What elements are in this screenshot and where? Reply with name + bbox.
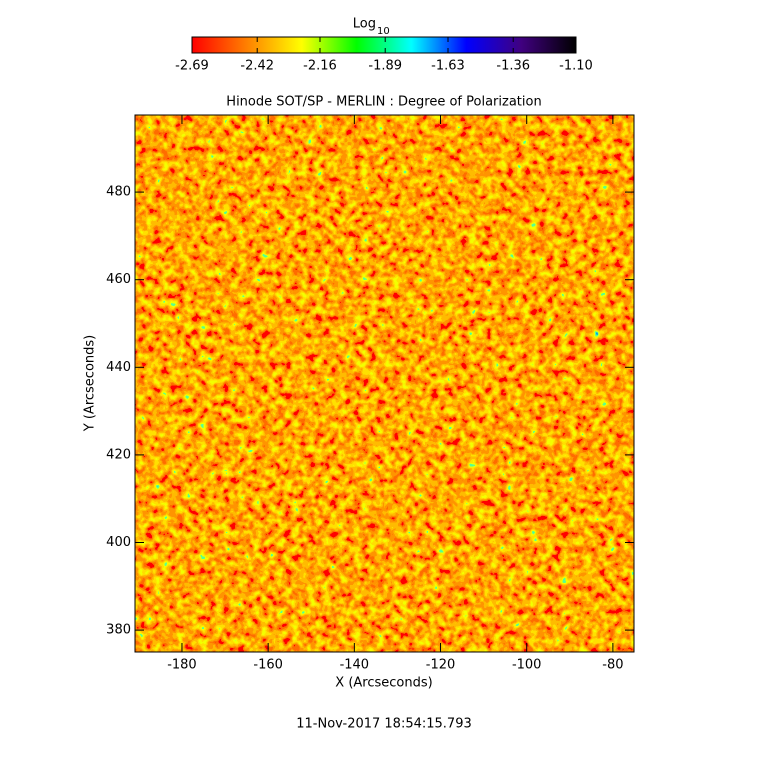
colorbar-tick-label: -1.63 — [431, 59, 465, 74]
x-tick-label: -180 — [167, 658, 197, 673]
y-tick-label: 440 — [106, 360, 131, 375]
y-tick-label: 480 — [106, 185, 131, 200]
x-tick-label: -160 — [253, 658, 283, 673]
x-tick-label: -80 — [602, 658, 623, 673]
colorbar-tick-label: -1.36 — [496, 59, 530, 74]
y-tick-label: 420 — [106, 447, 131, 462]
polarization-map — [135, 115, 634, 652]
colorbar-tick-label: -2.42 — [240, 59, 274, 74]
colorbar-tick-label: -2.16 — [303, 59, 337, 74]
plot-frame — [134, 114, 635, 653]
chart-title: Hinode SOT/SP - MERLIN : Degree of Polar… — [226, 95, 541, 110]
colorbar — [191, 36, 577, 54]
x-tick-label: -140 — [340, 658, 370, 673]
y-axis-label: Y (Arcseconds) — [83, 335, 98, 432]
colorbar-label: Log — [353, 17, 376, 32]
y-tick-label: 400 — [106, 535, 131, 550]
x-tick-label: -100 — [512, 658, 542, 673]
colorbar-tick-label: -2.69 — [175, 59, 209, 74]
x-tick-label: -120 — [426, 658, 456, 673]
y-tick-label: 460 — [106, 272, 131, 287]
y-tick-label: 380 — [106, 623, 131, 638]
x-axis-label: X (Arcseconds) — [335, 676, 432, 691]
colorbar-label-subscript: 10 — [377, 26, 390, 37]
timestamp: 11-Nov-2017 18:54:15.793 — [296, 717, 472, 732]
colorbar-tick-label: -1.89 — [368, 59, 402, 74]
colorbar-tick-label: -1.10 — [559, 59, 593, 74]
